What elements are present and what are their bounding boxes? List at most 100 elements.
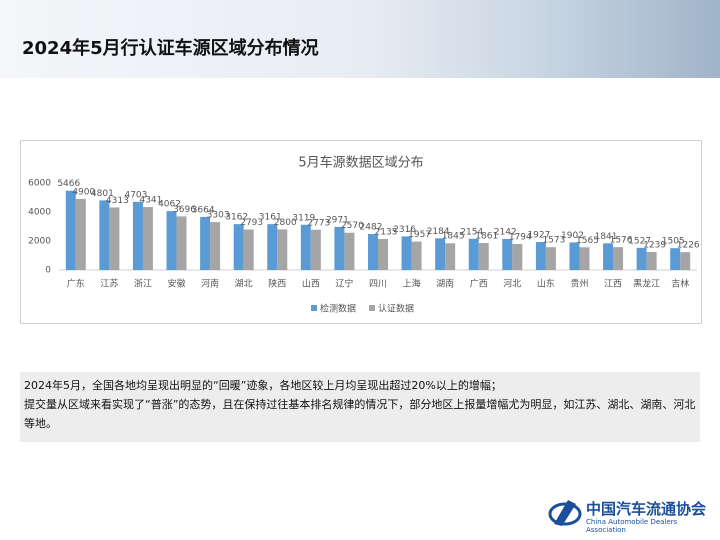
bar [670, 248, 681, 270]
bar [401, 236, 412, 270]
bar [300, 224, 311, 270]
value-label: 2971 [326, 215, 349, 225]
value-label: 4900 [72, 187, 95, 197]
header-band: 2024年5月行认证车源区域分布情况 [0, 0, 720, 78]
value-label: 1239 [643, 241, 666, 251]
bar [65, 190, 76, 270]
bar [512, 243, 523, 270]
value-label: 1957 [408, 230, 431, 240]
x-tick-label: 安徽 [168, 278, 186, 290]
bar [613, 247, 624, 270]
x-tick-label: 河北 [503, 278, 521, 290]
bar [502, 238, 513, 270]
x-tick-label: 湖北 [235, 279, 253, 290]
chart-title: 5月车源数据区域分布 [298, 155, 423, 171]
bar [277, 229, 288, 270]
bar [368, 234, 378, 270]
bar [233, 224, 244, 270]
x-tick-label: 山西 [302, 279, 320, 290]
legend-label: 检测数据 [320, 303, 356, 315]
bar [603, 243, 614, 270]
value-label: 2316 [393, 225, 416, 235]
bar [99, 200, 110, 270]
value-label: 1573 [542, 236, 565, 246]
x-tick-label: 贵州 [570, 278, 588, 290]
bar [478, 243, 489, 270]
x-tick-label: 四川 [369, 280, 387, 290]
y-tick-label: 4000 [28, 208, 51, 218]
value-label: 2184 [427, 227, 450, 237]
bar [200, 216, 211, 270]
bar [636, 247, 647, 270]
value-label: 5466 [57, 179, 80, 189]
bar [680, 252, 691, 270]
x-tick-label: 浙江 [134, 278, 152, 290]
x-tick-label: 江西 [604, 279, 622, 290]
bar [535, 242, 546, 270]
logo: 中国汽车流通协会 China Automobile Dealers Associ… [548, 494, 718, 534]
value-label: 1841 [595, 232, 618, 242]
logo-subtext: China Automobile Dealers Association [586, 518, 678, 534]
x-tick-label: 黑龙江 [633, 278, 660, 290]
value-label: 2800 [274, 218, 297, 228]
x-tick-label: 广西 [470, 278, 488, 290]
bar [344, 232, 355, 270]
value-label: 2142 [494, 227, 517, 237]
page-title: 2024年5月行认证车源区域分布情况 [22, 38, 319, 59]
legend-swatch [369, 305, 375, 311]
bar [435, 238, 446, 270]
value-label: 3161 [259, 213, 282, 223]
value-label: 3664 [192, 205, 215, 215]
bar [378, 239, 388, 270]
y-tick-label: 6000 [28, 179, 51, 189]
bar [243, 229, 254, 270]
value-label: 3696 [173, 205, 196, 215]
value-label: 4313 [106, 196, 129, 206]
bar [468, 238, 479, 270]
value-label: 1845 [442, 232, 465, 242]
logo-text: 中国汽车流通协会 [586, 500, 707, 518]
value-label: 1527 [628, 236, 651, 246]
x-tick-label: 广东 [67, 278, 85, 290]
legend-label: 认证数据 [378, 303, 414, 315]
value-label: 2154 [460, 227, 483, 237]
bar [334, 226, 345, 270]
bar [210, 222, 221, 270]
value-label: 2135 [375, 228, 398, 238]
value-label: 4341 [139, 196, 162, 206]
value-label: 1505 [662, 237, 685, 247]
logo-icon [548, 500, 582, 526]
note-line: 提交量从区域来看实现了“普涨”的态势，且在保持过往基本排名规律的情况下，部分地区… [24, 398, 696, 430]
value-label: 4062 [158, 200, 181, 210]
note-box: 2024年5月，全国各地均呈现出明显的“回暖”迹象，各地区较上月均呈现出超过20… [20, 372, 700, 442]
x-tick-label: 陕西 [268, 278, 286, 290]
chart-frame: 5月车源数据区域分布 0 2000 4000 6000 广东 5466 4900 江苏 4801… [20, 140, 702, 324]
value-label: 1226 [677, 241, 700, 251]
value-label: 2793 [240, 218, 263, 228]
bar [109, 207, 120, 270]
y-tick-label: 2000 [28, 237, 51, 247]
value-label: 3303 [207, 211, 230, 221]
x-tick-label: 山东 [537, 278, 555, 290]
value-label: 1902 [561, 231, 584, 241]
note-line: 2024年5月，全国各地均呈现出明显的“回暖”迹象，各地区较上月均呈现出超过20… [24, 379, 502, 392]
value-label: 1927 [527, 231, 550, 241]
bar [176, 216, 187, 270]
bar [445, 243, 456, 270]
value-label: 4703 [124, 190, 147, 200]
bar [569, 242, 580, 270]
value-label: 3162 [225, 213, 248, 223]
bar [142, 207, 153, 270]
bar [310, 229, 321, 270]
value-label: 1565 [576, 236, 599, 246]
bar [166, 211, 177, 270]
x-tick-label: 河南 [201, 278, 219, 290]
value-label: 2570 [341, 221, 364, 231]
bar [545, 247, 556, 270]
value-label: 1576 [610, 236, 633, 246]
value-label: 3119 [292, 213, 315, 223]
y-tick-label: 0 [45, 266, 51, 276]
bar [411, 241, 422, 270]
